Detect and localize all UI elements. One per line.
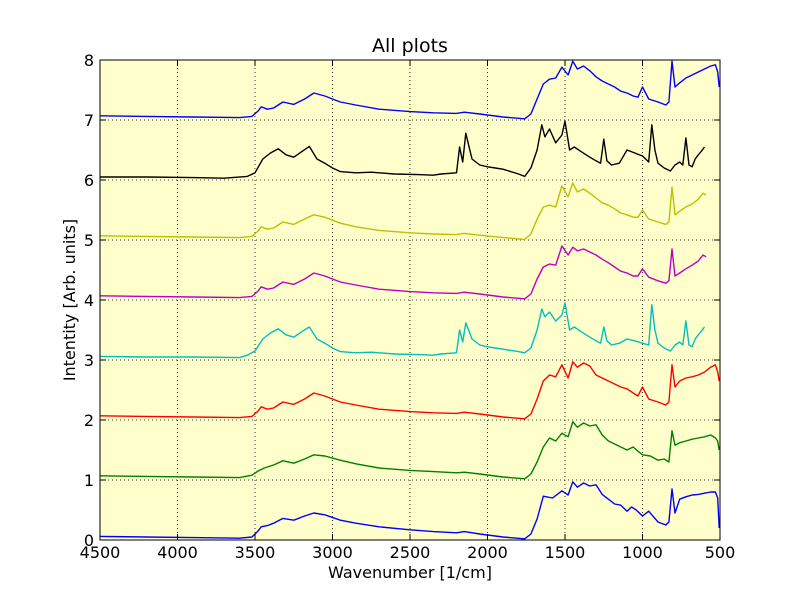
- y-tick-label: 3: [84, 351, 94, 370]
- series-line-7: [100, 120, 706, 179]
- x-tick-label: 1500: [545, 543, 586, 562]
- grid-lines: [100, 60, 720, 540]
- series-line-5: [99, 245, 707, 300]
- x-tick-label: 2500: [390, 543, 431, 562]
- y-tick-label: 5: [84, 231, 94, 250]
- x-tick-label: 3000: [312, 543, 353, 562]
- x-tick-label: 1000: [622, 543, 663, 562]
- series-line-4: [99, 302, 706, 359]
- y-tick-label: 0: [84, 531, 94, 550]
- series-line-8: [99, 60, 720, 120]
- x-tick-label: 4500: [80, 543, 121, 562]
- y-tick-label: 8: [84, 51, 94, 70]
- series-line-2: [99, 421, 720, 480]
- x-tick-label: 3500: [235, 543, 276, 562]
- series-line-6: [99, 182, 707, 241]
- y-axis-label: Intentity [Arb. units]: [60, 219, 79, 381]
- y-axis-ticks: 0 1 2 3 4 5 6 7 8: [84, 51, 720, 550]
- x-axis-label: Wavenumber [1/cm]: [328, 563, 492, 582]
- y-tick-label: 7: [84, 111, 94, 130]
- x-tick-label: 500: [705, 543, 736, 562]
- y-tick-label: 2: [84, 411, 94, 430]
- series-line-1: [99, 481, 720, 540]
- y-tick-label: 1: [84, 471, 94, 490]
- x-tick-label: 2000: [467, 543, 508, 562]
- x-axis-ticks: 4500 4000 3500 3000 2500 2000 1500 1000 500: [80, 60, 736, 562]
- y-tick-label: 4: [84, 291, 94, 310]
- chart-title: All plots: [372, 35, 448, 57]
- x-tick-label: 4000: [157, 543, 198, 562]
- series-group: [99, 60, 720, 540]
- y-tick-label: 6: [84, 171, 94, 190]
- series-line-3: [99, 361, 720, 420]
